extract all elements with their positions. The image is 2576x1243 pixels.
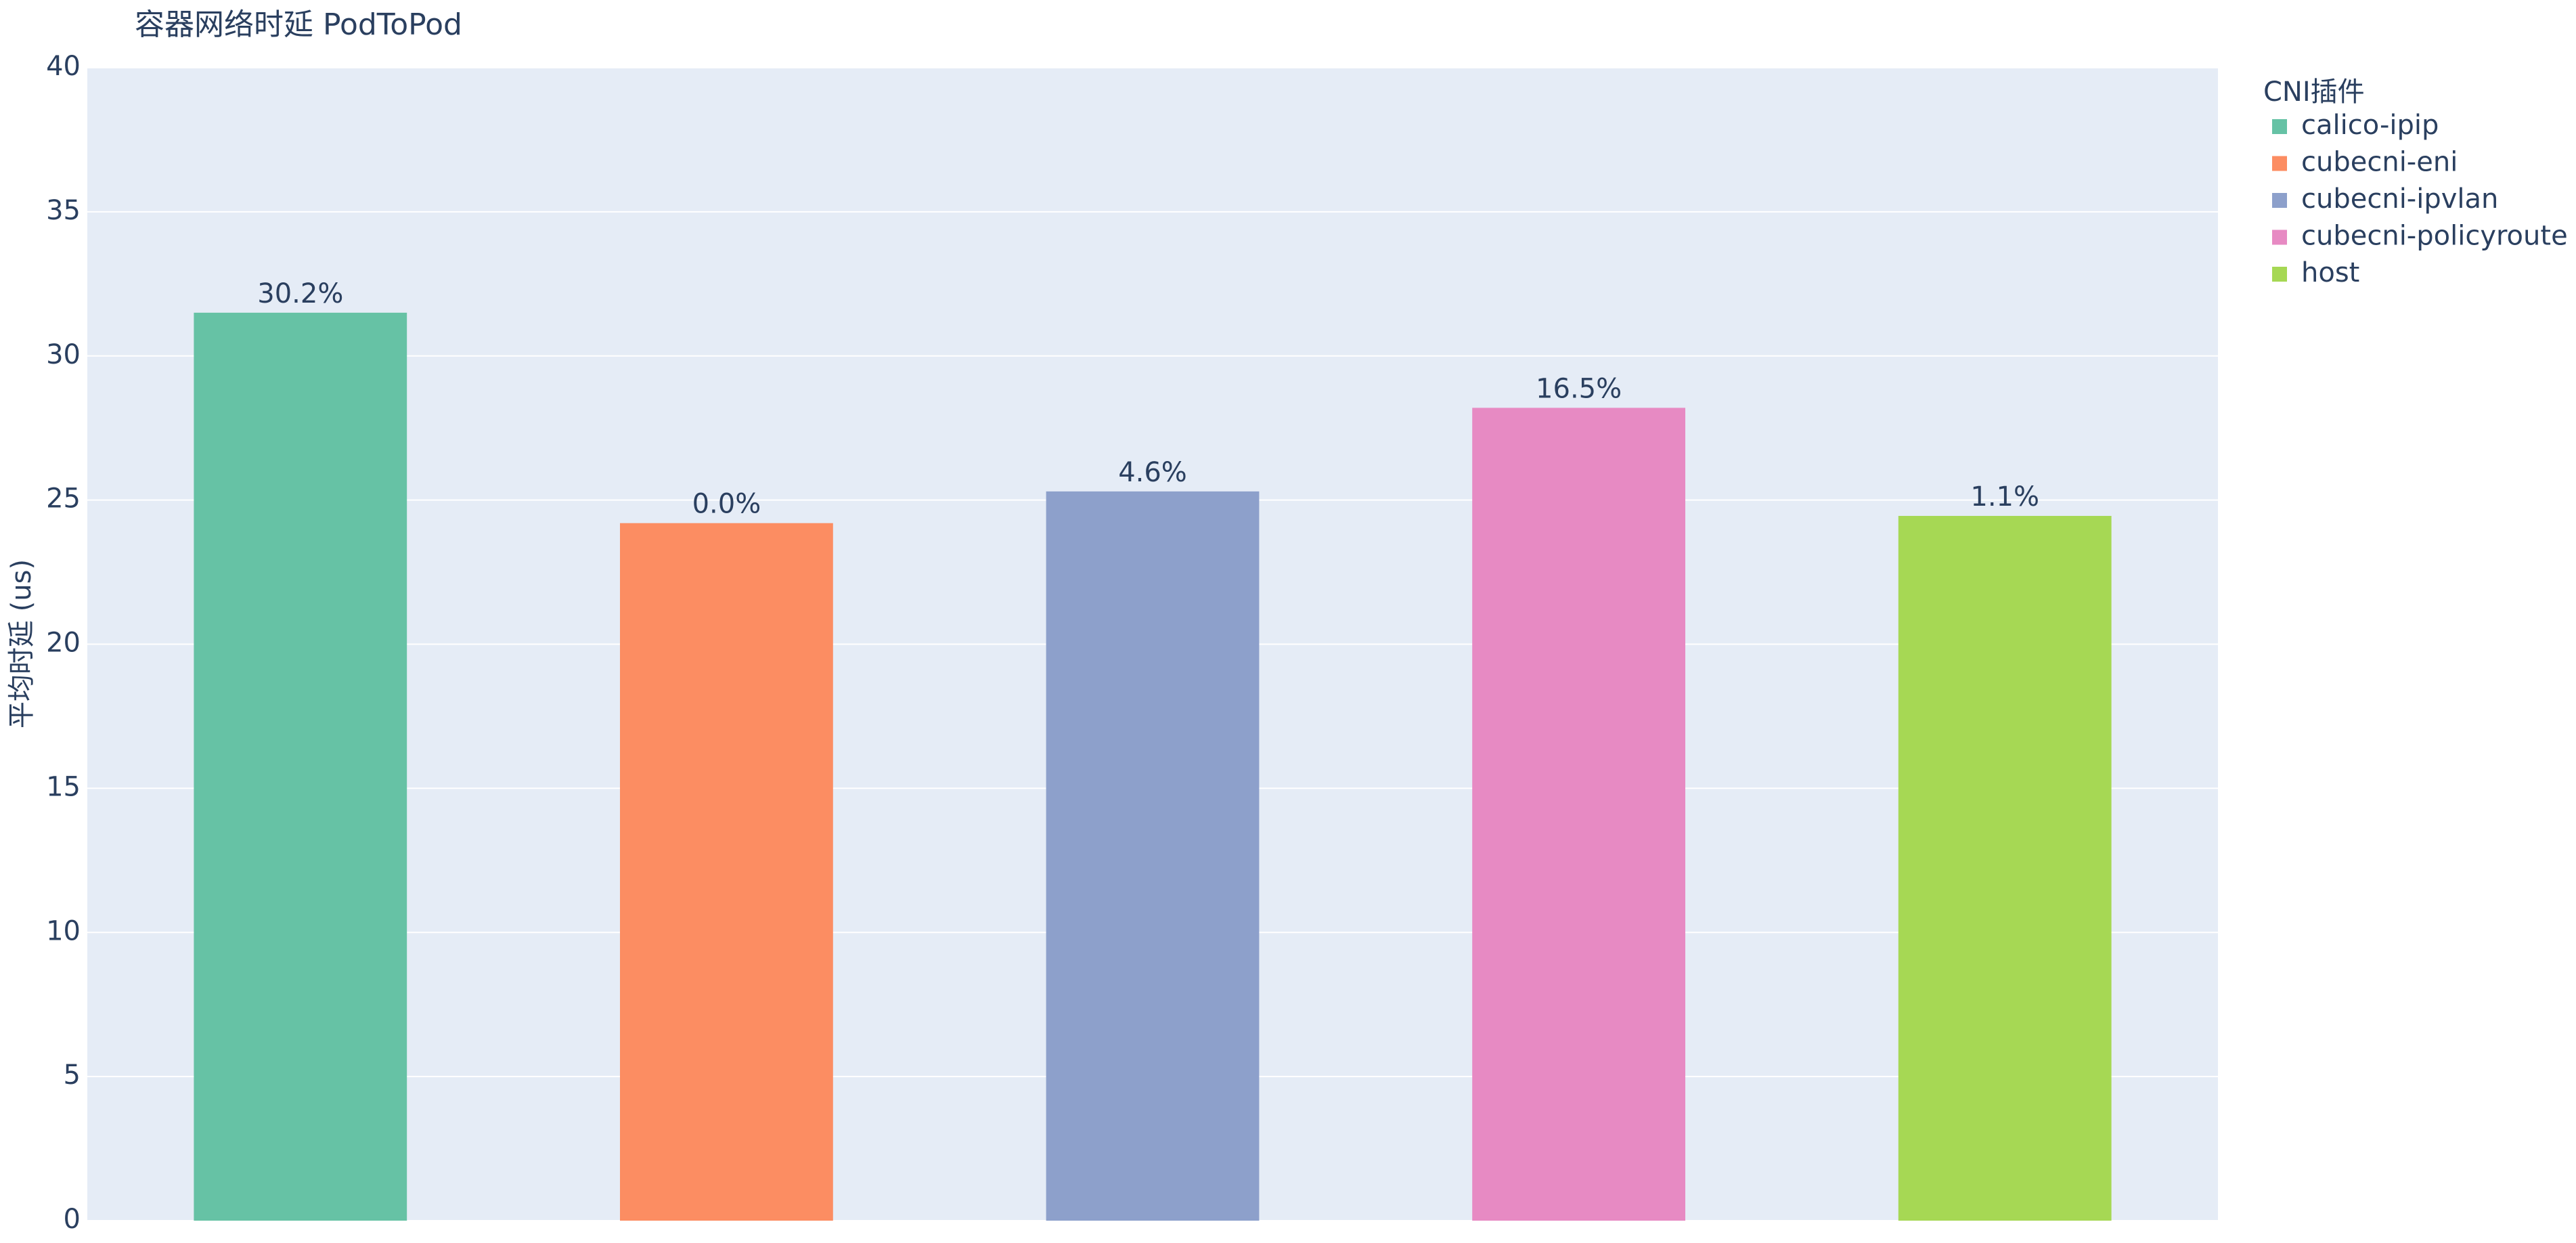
chart-title: 容器网络时延 PodToPod — [135, 7, 462, 42]
data-label: 1.1% — [1970, 481, 2039, 513]
legend-marker — [2272, 193, 2287, 208]
bar — [194, 312, 407, 1221]
bar — [1472, 408, 1685, 1221]
bar — [620, 523, 833, 1221]
y-tick-label: 40 — [46, 51, 81, 82]
bar — [1046, 491, 1260, 1221]
y-tick-label: 0 — [64, 1204, 81, 1235]
y-tick-label: 5 — [64, 1060, 81, 1091]
y-tick-label: 25 — [46, 483, 81, 515]
legend-marker — [2272, 230, 2287, 245]
legend-label: cubecni-policyroute — [2301, 221, 2568, 252]
legend-label: cubecni-ipvlan — [2301, 183, 2498, 215]
data-label: 30.2% — [257, 278, 343, 309]
y-tick-label: 15 — [46, 771, 81, 802]
legend-marker — [2272, 267, 2287, 282]
y-tick-label: 20 — [46, 628, 81, 659]
y-tick-label: 10 — [46, 915, 81, 946]
legend-marker — [2272, 156, 2287, 171]
data-label: 4.6% — [1118, 457, 1187, 488]
data-label: 0.0% — [692, 489, 761, 520]
legend-title: CNI插件 — [2263, 77, 2365, 108]
legend-marker — [2272, 119, 2287, 134]
legend-label: calico-ipip — [2301, 110, 2439, 141]
bar — [1898, 516, 2112, 1221]
y-axis-label: 平均时延 (us) — [6, 559, 37, 728]
legend-label: host — [2301, 257, 2359, 288]
legend-label: cubecni-eni — [2301, 147, 2458, 178]
data-label: 16.5% — [1536, 373, 1622, 404]
y-tick-label: 30 — [46, 339, 81, 370]
y-tick-label: 35 — [46, 195, 81, 226]
